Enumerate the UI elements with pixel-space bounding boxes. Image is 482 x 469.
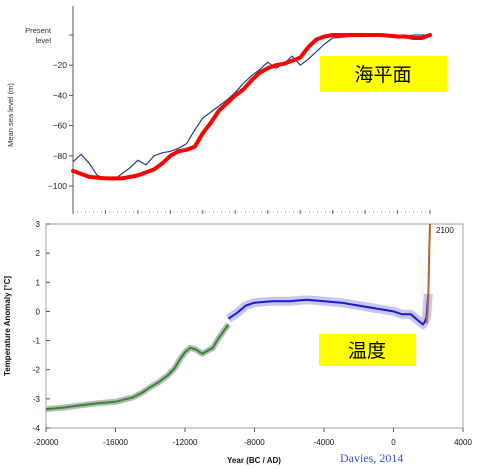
temp-plot-frame <box>45 223 464 429</box>
temp-ytick-label: -1 <box>33 337 41 346</box>
temp-label-box <box>319 334 416 366</box>
temp-ytick-label: -2 <box>33 366 41 375</box>
temp-ytick-label: -4 <box>33 424 41 433</box>
temp-xtick-label: 4000 <box>454 438 472 447</box>
sea-ytick-label: −100 <box>48 181 67 191</box>
temp-reconstruction-line-early <box>45 323 230 411</box>
temp-xtick-label: -20000 <box>34 438 59 447</box>
temp-reconstruction-line-holocene <box>227 293 430 326</box>
temp-green-uncertainty <box>45 322 231 413</box>
sea-top-label-line2: level <box>36 36 52 45</box>
sea-ytick-label: −80 <box>53 151 68 161</box>
sea-y-ticks: −20 −40 −60 −80 −100 <box>48 34 73 191</box>
temp-ytick-label: 0 <box>36 307 41 316</box>
temp-xtick-label: 0 <box>391 438 396 447</box>
sea-label-box <box>320 56 447 92</box>
temp-y-axis-label: Temperature Anomaly [°C] <box>3 276 12 376</box>
temp-y-ticks: 3 2 1 0 -1 -2 -3 -4 <box>33 220 50 433</box>
sea-top-label-line1: Present <box>25 26 52 35</box>
sea-level-panel: Present level −20 −40 −60 −80 −100 Mean sea … <box>6 6 447 214</box>
temp-x-ticks: -20000 -16000 -12000 -8000 -4000 0 4000 <box>34 428 472 447</box>
sea-x-ticks <box>72 210 431 214</box>
temp-xtick-label: -12000 <box>173 438 198 447</box>
temp-x-axis-label: Year (BC / AD) <box>227 456 281 465</box>
sea-ytick-label: −40 <box>53 90 68 100</box>
temp-blue-uncertainty <box>225 293 433 329</box>
sea-level-raw-line <box>72 34 430 181</box>
credit-text: Davies, 2014 <box>340 451 403 465</box>
temp-ytick-label: 1 <box>36 278 41 287</box>
temp-ytick-label: 3 <box>36 220 41 229</box>
sea-ytick-label: −20 <box>53 60 68 70</box>
temp-xtick-label: -8000 <box>244 438 265 447</box>
sea-ytick-label: −60 <box>53 121 68 131</box>
temperature-panel: 3 2 1 0 -1 -2 -3 -4 -20000 -16000 -12000 -8000 -400… <box>3 220 472 465</box>
temp-xtick-label: -16000 <box>103 438 128 447</box>
sea-label: 海平面 <box>354 64 411 86</box>
temp-projection-annotation: 2100 <box>436 226 454 235</box>
temp-projection-line <box>425 223 431 324</box>
temp-label: 温度 <box>348 340 386 362</box>
temp-ytick-label: 2 <box>36 249 41 258</box>
temp-ytick-label: -3 <box>33 395 41 404</box>
sea-level-smoothed-line <box>71 33 432 181</box>
sea-y-axis-label: Mean sea level (m) <box>6 83 15 147</box>
temp-xtick-label: -4000 <box>314 438 335 447</box>
